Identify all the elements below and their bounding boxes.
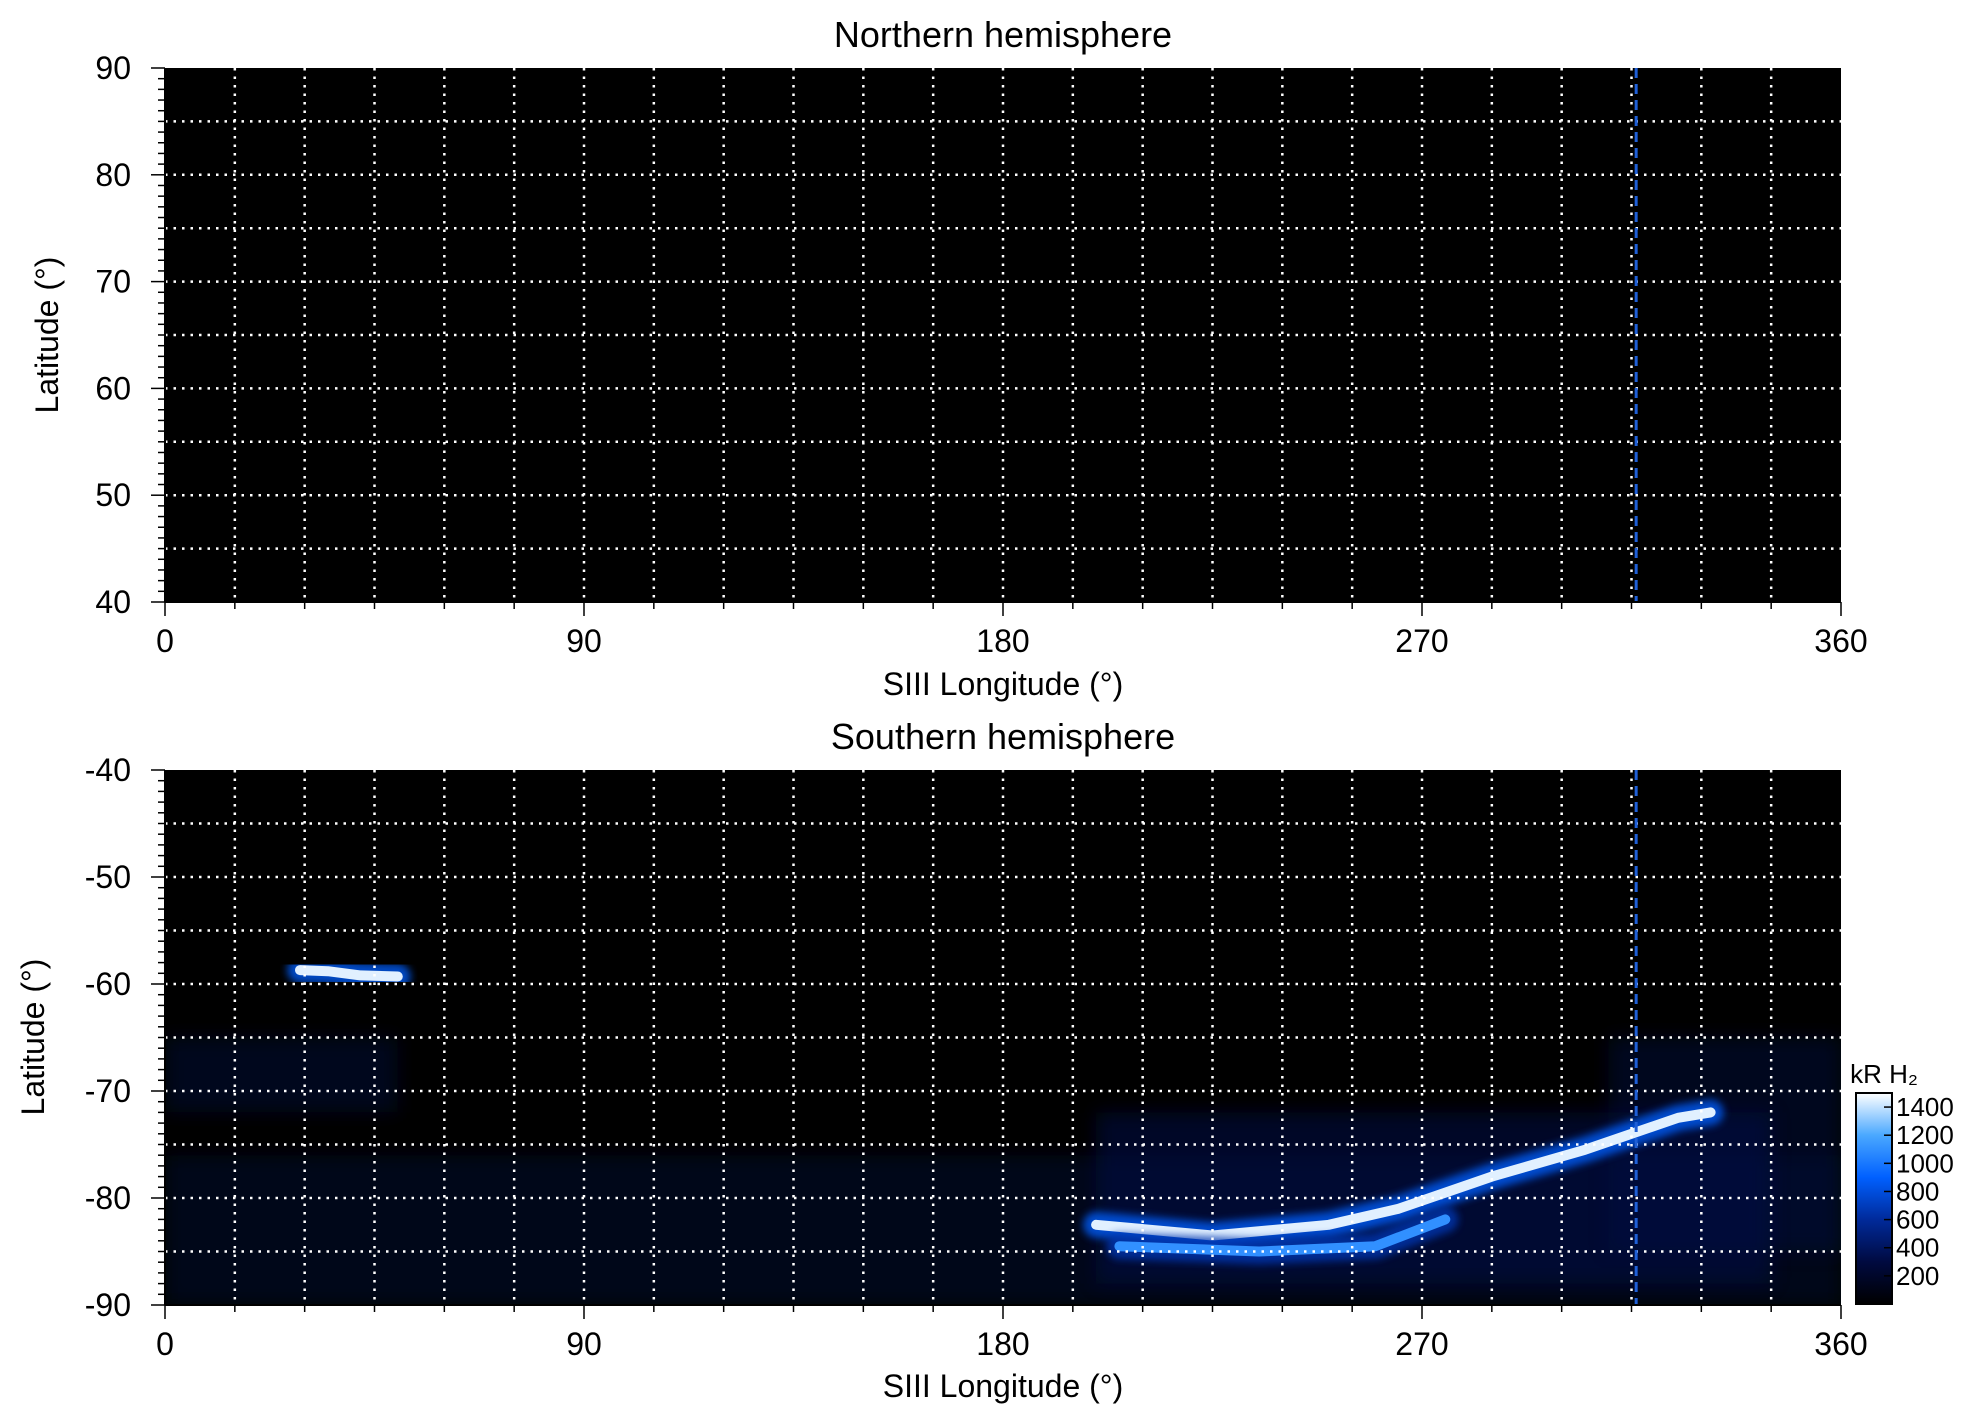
north-axes: 90 80 70 60 50 40 0 90 180 270 360 (95, 50, 1867, 659)
north-y-tick-label: 70 (95, 264, 131, 300)
south-emission-arc-5 (1091, 1107, 1716, 1241)
colorbar-tick-label: 1400 (1896, 1092, 1954, 1122)
north-y-tick-label: 60 (95, 370, 131, 406)
south-y-tick-label: -90 (85, 1287, 131, 1323)
north-y-axis-label: Latitude (°) (29, 257, 65, 414)
south-x-tick-label: 180 (976, 1326, 1029, 1362)
north-x-tick-label: 180 (976, 623, 1029, 659)
colorbar-tick-label: 1200 (1896, 1120, 1954, 1150)
south-y-tick-label: -50 (85, 859, 131, 895)
colorbar-tick-label: 600 (1896, 1205, 1939, 1235)
south-x-tick-label: 360 (1814, 1326, 1867, 1362)
south-y-tick-label: -40 (85, 752, 131, 788)
north-y-tick-label: 90 (95, 50, 131, 86)
north-x-tick-label: 90 (566, 623, 602, 659)
colorbar-gradient (1855, 1092, 1893, 1305)
south-emission-background-0 (165, 1037, 398, 1113)
south-x-axis-label: SIII Longitude (°) (883, 1368, 1123, 1404)
colorbar-tick-label: 1000 (1896, 1148, 1954, 1178)
north-title: Northern hemisphere (834, 14, 1172, 55)
north-x-tick-label: 0 (156, 623, 174, 659)
north-plot-background (165, 68, 1841, 602)
north-y-tick-label: 50 (95, 477, 131, 513)
south-x-tick-label: 270 (1395, 1326, 1448, 1362)
south-y-tick-label: -60 (85, 966, 131, 1002)
south-title: Southern hemisphere (831, 716, 1175, 757)
south-axes: -40 -50 -60 -70 -80 -90 0 90 180 270 360 (85, 752, 1868, 1362)
south-y-tick-label: -80 (85, 1180, 131, 1216)
colorbar-tick-label: 400 (1896, 1233, 1939, 1263)
south-x-tick-label: 0 (156, 1326, 174, 1362)
north-x-tick-label: 270 (1395, 623, 1448, 659)
south-y-tick-label: -70 (85, 1073, 131, 1109)
south-y-axis-label: Latitude (°) (15, 959, 51, 1116)
colorbar-tick-label: 800 (1896, 1176, 1939, 1206)
south-x-tick-label: 90 (566, 1326, 602, 1362)
north-panel: Northern hemisphere 90 80 70 60 50 40 0 90 180 27… (29, 14, 1868, 702)
north-x-tick-label: 360 (1814, 623, 1867, 659)
north-y-tick-label: 40 (95, 584, 131, 620)
south-emission-arc-4 (295, 965, 403, 982)
south-emission-arc-6 (1114, 1214, 1451, 1257)
north-y-tick-label: 80 (95, 157, 131, 193)
colorbar-tick-label: 200 (1896, 1261, 1939, 1291)
north-x-axis-label: SIII Longitude (°) (883, 666, 1123, 702)
colorbar-title: kR H₂ (1850, 1059, 1918, 1089)
south-panel: Southern hemisphere -40 -50 -60 -70 -80 -90 0 9… (15, 716, 1868, 1404)
